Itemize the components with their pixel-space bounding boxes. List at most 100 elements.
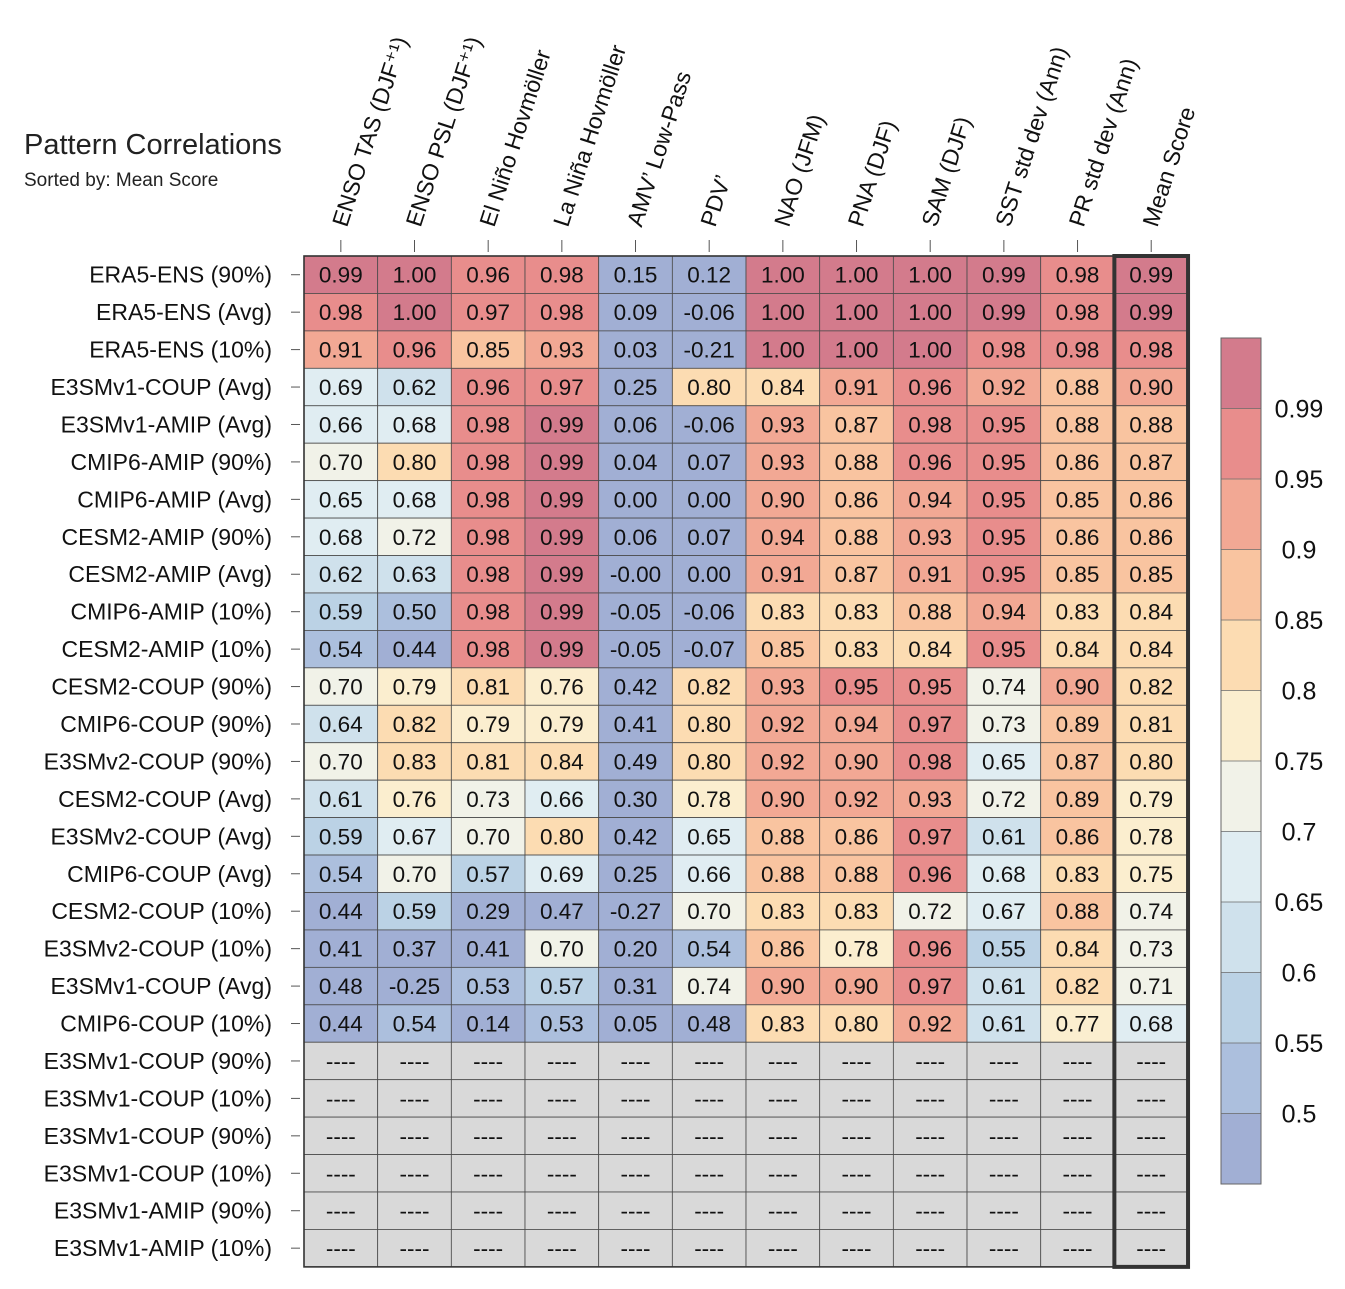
row-label: CMIP6-AMIP (Avg) [77,486,272,512]
cell-value: ---- [915,1199,945,1224]
cell-value: 0.96 [466,263,510,288]
heatmap-cell [1113,255,1189,294]
heatmap-cell [819,1079,894,1118]
heatmap-cell [524,592,600,631]
heatmap-cell [1040,742,1115,781]
heatmap-cell [671,1191,747,1230]
heatmap-cell [966,367,1042,407]
heatmap-cell [524,742,600,781]
cell-value: 0.76 [540,675,584,700]
cell-value: ---- [989,1049,1019,1074]
heatmap-cell [745,892,821,931]
cell-value: 0.90 [1129,375,1173,400]
heatmap-cell [892,555,968,594]
colorbar-swatch [1220,549,1262,621]
column-label: Mean Score [1137,104,1200,230]
heatmap-cell [524,1079,600,1118]
cell-value: 0.48 [687,1012,731,1037]
heatmap-cell [819,255,894,294]
colorbar-swatch [1220,619,1262,691]
heatmap-cell [966,1116,1042,1155]
cell-value: 0.90 [761,787,805,812]
heatmap-cell [819,1154,894,1193]
colorbar-label: 0.9 [1282,537,1317,565]
cell-value: 0.88 [761,824,805,849]
heatmap-cell [819,293,894,332]
cell-value: ---- [1063,1161,1093,1186]
row-label: ERA5-ENS (10%) [89,337,272,363]
cell-value: ---- [547,1236,577,1261]
cell-value: 0.68 [319,525,363,550]
cell-value: 0.50 [393,600,437,625]
heatmap-cell [1040,704,1115,744]
heatmap-cell [745,1041,821,1081]
heatmap-cell [671,892,747,931]
heatmap-cell [892,1154,968,1193]
row-label: E3SMv1-COUP (10%) [44,1085,272,1111]
heatmap-cell [450,517,526,556]
cell-value: ---- [694,1236,724,1261]
heatmap-cell [377,854,452,893]
heatmap-cell [966,742,1042,781]
cell-value: 0.97 [908,974,952,999]
cell-value: ---- [621,1086,651,1111]
cell-value: ---- [326,1236,356,1261]
cell-value: 0.90 [835,974,879,999]
cell-value: 0.85 [466,338,510,363]
cell-value: 0.88 [835,862,879,887]
heatmap-cell [450,1191,526,1230]
cell-value: 0.98 [1056,338,1100,363]
heatmap-cell [1040,929,1115,968]
cell-value: 0.99 [319,263,363,288]
cell-value: 0.98 [466,562,510,587]
colorbar-swatch [1220,1042,1262,1114]
row-label: E3SMv2-COUP (90%) [44,748,272,774]
heatmap-cell [450,630,526,669]
cell-value: 0.30 [614,787,658,812]
cell-value: ---- [400,1124,430,1149]
cell-value: ---- [621,1049,651,1074]
cell-value: 0.98 [466,637,510,662]
heatmap-cell [966,1229,1042,1268]
cell-value: 0.84 [761,375,805,400]
cell-value: 0.91 [761,562,805,587]
heatmap-cell [819,1116,894,1155]
cell-value: 0.90 [1056,675,1100,700]
cell-value: ---- [547,1199,577,1224]
cell-value: 0.92 [761,712,805,737]
row-label: CMIP6-COUP (10%) [60,1011,272,1037]
heatmap-cell [1113,330,1189,369]
cell-value: ---- [989,1236,1019,1261]
cell-value: 0.85 [1056,487,1100,512]
heatmap-cell [745,854,821,893]
cell-value: 0.95 [982,562,1026,587]
cell-value: ---- [547,1124,577,1149]
cell-value: 0.98 [466,412,510,437]
heatmap-cell [524,1229,600,1268]
cell-value: 0.70 [319,450,363,475]
cell-value: 0.59 [319,600,363,625]
column-label: El Niño Hovmöller [474,46,556,229]
colorbar-label: 0.85 [1275,607,1324,635]
cell-value: 0.99 [540,600,584,625]
cell-value: 0.54 [687,937,731,962]
cell-value: ---- [326,1086,356,1111]
cell-value: 0.84 [1129,637,1173,662]
cell-value: 0.61 [982,824,1026,849]
heatmap-cell [1113,1004,1189,1043]
cell-value: -0.27 [610,899,661,924]
colorbar-label: 0.7 [1282,819,1317,847]
cell-value: 0.88 [908,600,952,625]
cell-value: ---- [915,1236,945,1261]
heatmap-cell [524,255,600,294]
heatmap-cell [1113,517,1189,556]
cell-value: -0.06 [684,600,735,625]
heatmap-cell [819,817,894,856]
cell-value: 0.82 [393,712,437,737]
heatmap-cell [1113,630,1189,669]
heatmap-cell [1040,480,1115,519]
cell-value: 0.06 [614,525,658,550]
cell-value: 0.84 [1056,637,1100,662]
cell-value: 0.83 [761,1012,805,1037]
cell-value: 0.70 [687,899,731,924]
